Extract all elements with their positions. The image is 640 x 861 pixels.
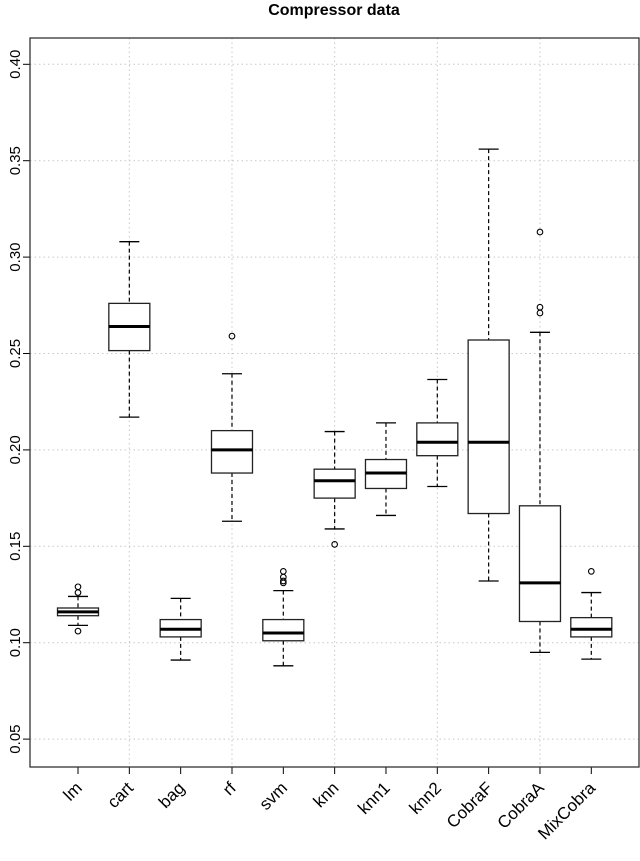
iqr-box	[210, 429, 254, 474]
outlier-point	[74, 627, 82, 635]
outlier-point	[536, 228, 544, 236]
boxes	[56, 148, 613, 667]
axes: 0.05 0.10 0.15 0.20 0.25 0.30 0.35 0.40 lm cart ba…	[7, 37, 640, 843]
x-tick-label: svm	[256, 778, 291, 813]
outlier-point	[279, 568, 287, 575]
x-tick-label: knn2	[406, 778, 446, 818]
box-MixCobra	[570, 568, 613, 660]
outlier-point	[228, 332, 236, 340]
outlier-point	[279, 577, 287, 585]
x-tick-label: knn	[310, 778, 343, 811]
box-cart	[108, 241, 151, 418]
x-tick-label: lm	[60, 778, 86, 804]
x-tick-label: bag	[155, 778, 188, 811]
iqr-box	[313, 468, 356, 499]
outlier-point	[74, 589, 82, 596]
grid-lines	[30, 38, 639, 767]
iqr-box	[416, 422, 459, 457]
iqr-box	[570, 616, 613, 638]
x-tick-label: CobraF	[443, 778, 497, 832]
chart-title: Compressor data	[268, 2, 400, 19]
box-knn1	[364, 422, 408, 517]
outlier-point	[536, 309, 544, 317]
x-tick-label: knn1	[354, 778, 394, 818]
x-tick-label: rf	[219, 778, 240, 799]
y-tick-label: 0.30	[7, 242, 24, 271]
y-tick-label: 0.20	[7, 435, 24, 464]
x-tick-label: MixCobra	[534, 778, 599, 843]
plot-frame	[29, 37, 640, 768]
outlier-point	[74, 583, 82, 591]
box-knn2	[416, 378, 459, 488]
outlier-point	[331, 541, 339, 548]
box-knn	[313, 430, 356, 548]
box-svm	[262, 568, 305, 667]
box-CobraA	[518, 228, 562, 653]
outlier-point	[279, 579, 287, 587]
box-lm	[56, 583, 100, 635]
y-tick-label: 0.10	[7, 628, 24, 657]
box-rf	[210, 332, 254, 522]
box-CobraF	[467, 148, 510, 582]
y-tick-label: 0.15	[7, 532, 24, 561]
outlier-point	[587, 568, 595, 575]
iqr-box	[518, 505, 562, 623]
box-bag	[159, 597, 202, 661]
y-tick-label: 0.35	[7, 146, 24, 175]
x-tick-label: cart	[104, 778, 138, 812]
y-tick-label: 0.40	[7, 50, 24, 79]
iqr-box	[467, 339, 510, 515]
iqr-box	[262, 618, 305, 642]
y-tick-label: 0.25	[7, 339, 24, 368]
y-tick-label: 0.05	[7, 724, 24, 753]
